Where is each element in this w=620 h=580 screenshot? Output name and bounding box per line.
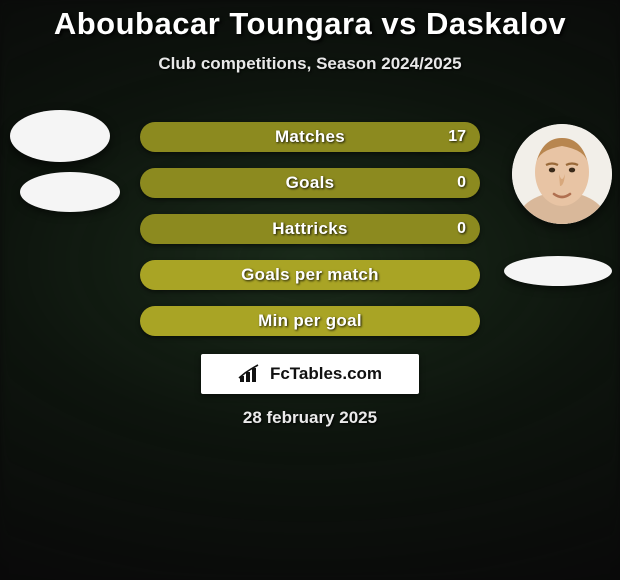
stat-row: Min per goal [140,306,480,336]
stats-panel: Matches 17 Goals 0 Hattricks 0 Goals per match… [140,122,480,352]
bar-chart-icon [238,364,264,384]
date-label: 28 february 2025 [0,408,620,428]
flag-left [20,172,120,212]
stat-label: Hattricks [272,219,347,239]
stat-label: Matches [275,127,345,147]
avatar-left [10,110,110,162]
stat-label: Goals [286,173,335,193]
stat-value: 0 [457,174,466,192]
avatar-right [512,124,612,224]
content-root: Aboubacar Toungara vs Daskalov Club comp… [0,0,620,580]
page-title: Aboubacar Toungara vs Daskalov [0,0,620,42]
stat-row: Goals 0 [140,168,480,198]
stat-label: Min per goal [258,311,362,331]
source-badge: FcTables.com [201,354,419,394]
player-face-icon [512,124,612,224]
badge-text: FcTables.com [270,364,382,384]
stat-row: Matches 17 [140,122,480,152]
flag-right [504,256,612,286]
subtitle: Club competitions, Season 2024/2025 [0,54,620,74]
stat-label: Goals per match [241,265,379,285]
stat-row: Goals per match [140,260,480,290]
stat-value: 0 [457,220,466,238]
stat-value: 17 [448,128,466,146]
stat-row: Hattricks 0 [140,214,480,244]
